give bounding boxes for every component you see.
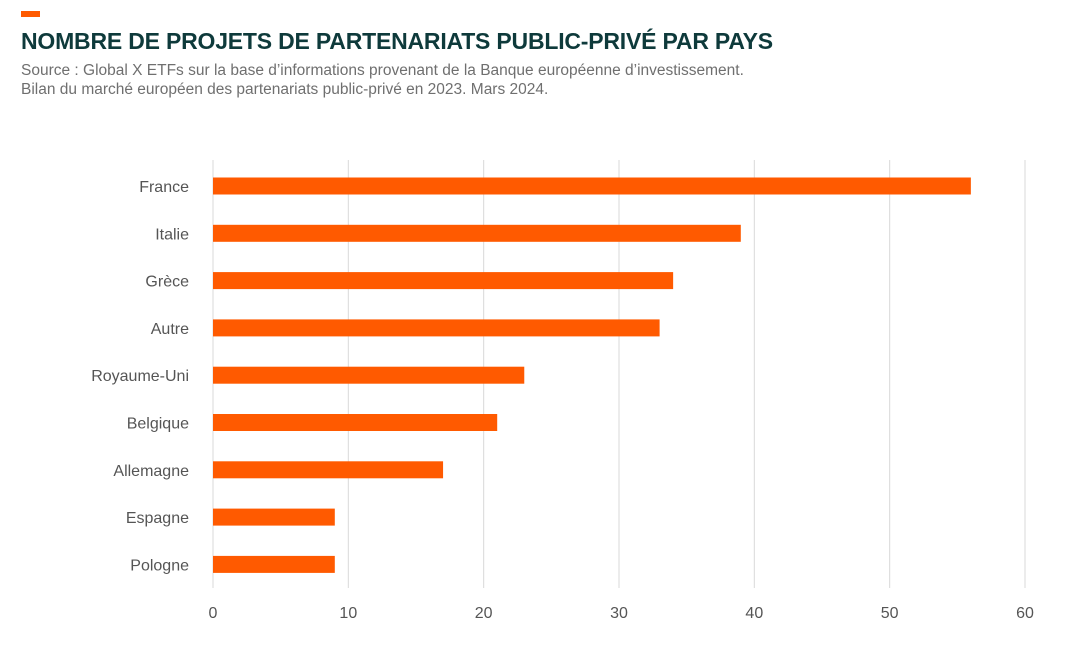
category-label: Grèce: [145, 274, 189, 291]
category-labels: France Italie Grèce Autre Royaume-Uni Belgiqu…: [91, 179, 189, 574]
category-label: Autre: [151, 321, 189, 338]
chart-title: NOMBRE DE PROJETS DE PARTENARIATS PUBLIC…: [21, 28, 773, 54]
bar: [213, 508, 335, 526]
bar: [213, 414, 498, 431]
x-tick-label: 60: [1016, 605, 1034, 622]
category-label: Royaume-Uni: [91, 368, 189, 385]
category-label: France: [139, 179, 189, 196]
category-label: Pologne: [130, 557, 189, 574]
x-tick-label: 40: [745, 605, 763, 622]
accent-bar: [21, 11, 40, 17]
chart-source-line-2: Bilan du marché européen des partenariat…: [21, 81, 549, 98]
x-tick-label: 50: [881, 605, 899, 622]
x-tick-label: 30: [610, 605, 628, 622]
x-tick-label: 10: [339, 605, 357, 622]
category-label: Allemagne: [113, 463, 189, 480]
x-tick-label: 20: [475, 605, 493, 622]
category-label: Belgique: [127, 416, 189, 433]
bar: [213, 366, 525, 384]
bar: [213, 177, 971, 195]
category-label: Italie: [155, 226, 189, 243]
bar: [213, 224, 741, 242]
bars: [213, 177, 971, 573]
bar: [213, 461, 444, 479]
x-tick-label: 0: [209, 605, 218, 622]
x-tick-labels: 0 10 20 30 40 50 60: [209, 605, 1034, 622]
bar: [213, 319, 660, 337]
category-label: Espagne: [126, 510, 189, 527]
bar: [213, 272, 674, 290]
bar: [213, 555, 335, 573]
chart-source-line-1: Source : Global X ETFs sur la base d’inf…: [21, 62, 744, 79]
